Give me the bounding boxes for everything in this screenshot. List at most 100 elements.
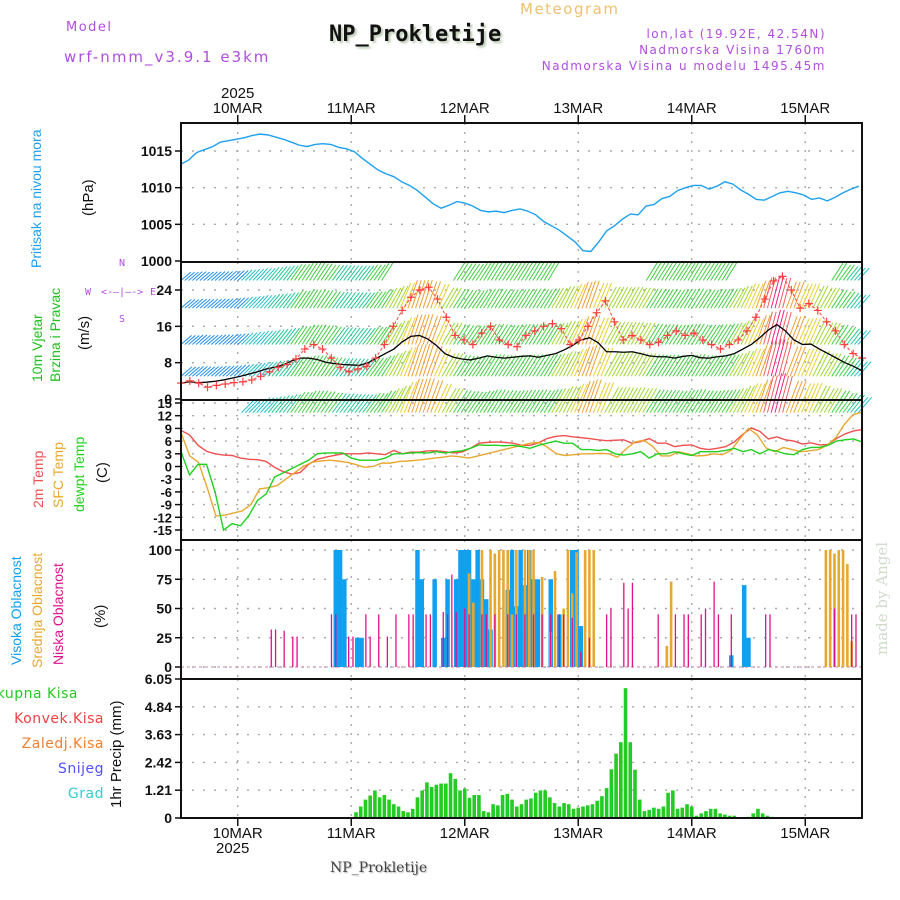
wind-arrow (271, 293, 284, 309)
cloud-mid-bar (846, 564, 849, 667)
wind-arrow (668, 324, 683, 345)
wind-arrow (271, 329, 285, 345)
wind-arrow (354, 265, 367, 281)
wind-arrow (305, 289, 319, 309)
wind-arrow (324, 392, 340, 413)
precip-bar (448, 773, 453, 818)
wind-arrow (483, 288, 496, 309)
wind-gust-marker (628, 331, 637, 340)
wind-arrow (797, 383, 812, 413)
wind-arrow (804, 348, 818, 377)
wind-arrow (195, 271, 207, 281)
wind-arrow (698, 355, 714, 377)
wind-arrow (297, 391, 313, 413)
wind-arrow (347, 292, 360, 309)
compass-e: E (150, 287, 157, 298)
precip-bar (694, 815, 699, 818)
precip-bar (628, 742, 633, 818)
wind-gust-marker (849, 349, 858, 358)
wind-arrow (513, 390, 529, 413)
wind-arrow (683, 288, 697, 309)
wind-arrow (278, 328, 293, 345)
wind-arrow (679, 262, 692, 281)
cloud-low-bar (717, 614, 720, 667)
wind-arrow (801, 348, 815, 377)
wind-arrow (369, 291, 383, 309)
wind-arrow (774, 275, 785, 309)
wind-arrow (748, 348, 762, 377)
wind-arrow (766, 375, 778, 413)
cloud-high-bar (509, 550, 515, 667)
wind-arrow (422, 378, 435, 413)
wind-arrow (649, 288, 663, 309)
wind-arrow (464, 391, 480, 413)
wind-arrow (290, 290, 304, 309)
wind-arrow (838, 357, 854, 377)
temp-sfc-line (180, 411, 863, 517)
wind-arrow (661, 389, 677, 413)
wind-arrow (725, 323, 739, 345)
wind-arrow (714, 389, 730, 413)
wind-arrow (657, 262, 670, 281)
wind-arrow (267, 293, 281, 309)
wind-arrow (324, 264, 337, 281)
wind-arrow (229, 333, 242, 345)
wind-arrow (418, 378, 431, 413)
wind-arrow (494, 390, 510, 413)
wind-arrow (365, 264, 379, 281)
wind-arrow (589, 315, 601, 345)
wind-arrow (411, 378, 424, 413)
compass-rose: N W E S <-–|–-> (82, 258, 162, 328)
wind-gust-marker (592, 308, 601, 317)
wind-arrow (347, 358, 362, 377)
wind-arrow (437, 383, 452, 413)
wind-arrow (354, 292, 368, 309)
wind-arrow (600, 347, 614, 377)
y-tick-label: 9 (165, 421, 172, 436)
wind-arrow (297, 263, 310, 281)
wind-arrow (252, 331, 266, 345)
wind-arrow (664, 389, 680, 413)
cloud-low-bar (588, 637, 591, 667)
top-year: 2025 (221, 85, 255, 102)
wind-arrow (653, 288, 667, 309)
precip-bar (387, 799, 391, 818)
wind-arrow (748, 318, 761, 345)
wind-arrow (237, 297, 250, 309)
wind-arrow (524, 288, 538, 309)
wind-gust-marker (681, 331, 690, 340)
wind-arrow (354, 327, 369, 345)
wind-arrow (649, 323, 664, 345)
wind-gust-marker (194, 379, 203, 388)
wind-arrow (487, 323, 501, 345)
wind-arrow (263, 361, 278, 377)
wind-gust-marker (840, 340, 849, 349)
precip-bar (467, 797, 472, 818)
wind-gust-marker (530, 326, 539, 335)
wind-arrow (226, 270, 237, 281)
wind-arrow (290, 356, 305, 377)
wind-arrow (229, 270, 241, 281)
wind-arrow (445, 287, 459, 309)
precip-bar (425, 782, 429, 818)
wind-arrow (630, 352, 645, 377)
wind-arrow (661, 288, 674, 309)
wind-arrow (532, 389, 548, 413)
wind-arrow (672, 355, 687, 377)
precip-bar (661, 806, 666, 818)
precip-bar (514, 806, 519, 818)
cloud-low-bar (627, 608, 629, 667)
wind-arrow (706, 390, 722, 413)
wind-arrow (403, 347, 417, 377)
cloud-mid-bar (837, 550, 841, 667)
wind-arrow (532, 354, 547, 377)
wind-arrow (422, 343, 435, 377)
wind-arrow (770, 339, 782, 377)
wind-arrow (365, 392, 381, 413)
wind-arrow (244, 296, 257, 309)
panel-frame (180, 678, 863, 819)
wind-arrow (649, 354, 664, 377)
wind-arrow (358, 327, 372, 345)
station-title: NP_Prokletije (329, 22, 502, 47)
wind-arrow (725, 288, 739, 309)
